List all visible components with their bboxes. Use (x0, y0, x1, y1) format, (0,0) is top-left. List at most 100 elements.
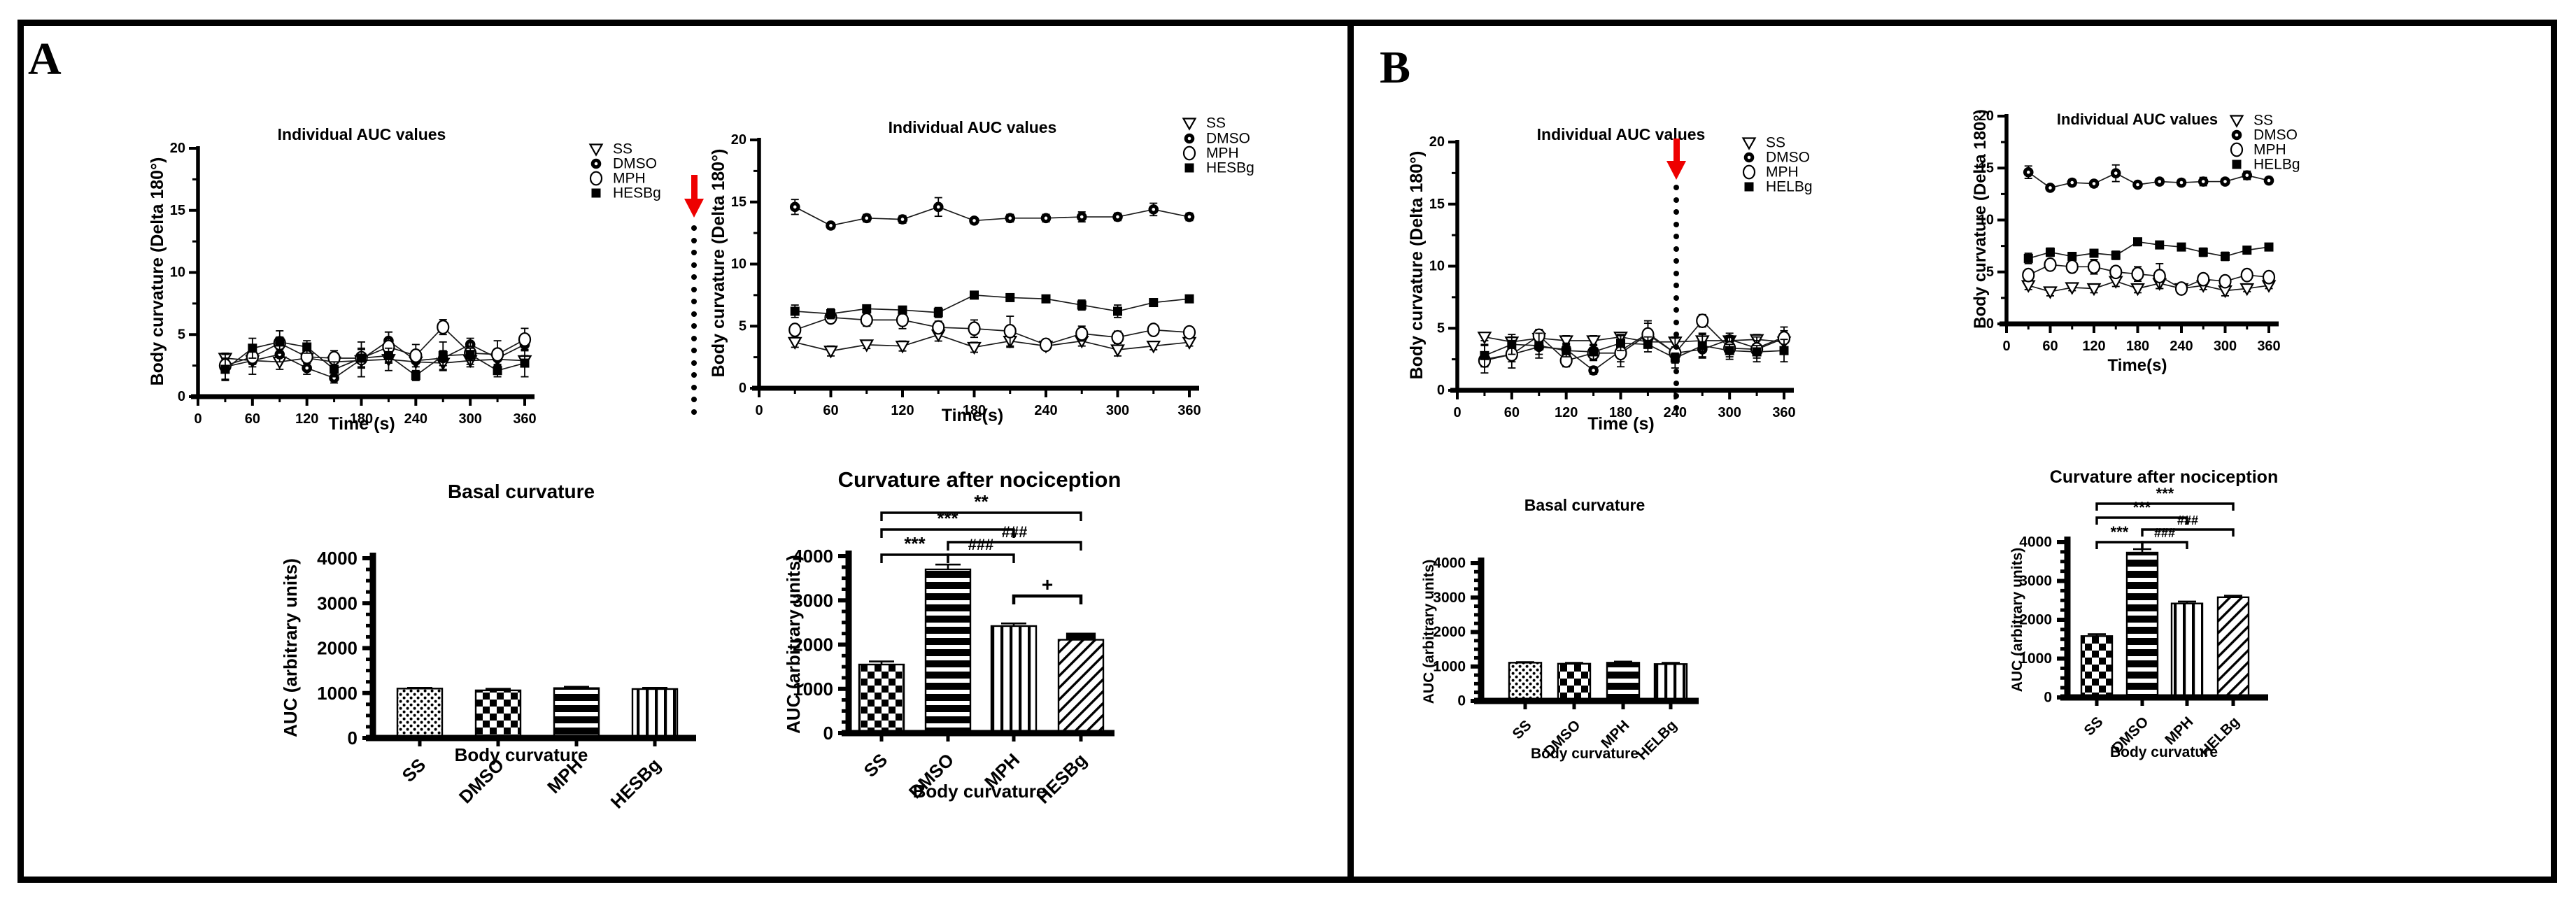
sig-label: ### (968, 536, 994, 553)
legend-label: SS (2253, 113, 2273, 129)
sig-label: ### (2154, 526, 2175, 540)
y-tick-label: 0 (2044, 690, 2052, 706)
legend-label: MPH (1206, 146, 1239, 162)
x-tick-label: 300 (1718, 405, 1741, 420)
sig-label: + (1042, 574, 1053, 595)
x-tick-label: 360 (1772, 405, 1795, 420)
series-HELBg (2023, 237, 2274, 264)
axes: 0 5 10 15 20 0 60 120 180 240 300 360 (170, 141, 537, 427)
divider-dot (1673, 234, 1679, 239)
panel-b-label: B (1380, 42, 1411, 93)
chart-title: Individual AUC values (278, 125, 446, 143)
y-tick-label: 3000 (2019, 573, 2052, 589)
legend-label: SS (613, 141, 632, 157)
divider-dot (691, 323, 697, 329)
sig-bracket-SS-DMSO: *** (880, 533, 949, 563)
y-tick-label: 2000 (1433, 624, 1466, 640)
sig-label: *** (2133, 499, 2151, 516)
nociception-arrow (1673, 139, 1680, 162)
bar-MPH (1606, 660, 1641, 702)
y-axis-label: Body curvature (Delta 180°) (709, 149, 728, 378)
y-tick-label: 10 (1979, 213, 1994, 228)
series-SS (787, 327, 1197, 359)
x-tick-label: 240 (1664, 405, 1687, 420)
x-tick-label: 300 (1106, 403, 1129, 418)
divider-dot (691, 286, 697, 292)
divider-dot (1673, 283, 1679, 288)
divider-dot (1673, 368, 1679, 374)
chart-title: Individual AUC values (889, 118, 1057, 136)
series-DMSO (2023, 164, 2274, 193)
y-axis-label: Body curvature (Delta 180°) (148, 157, 167, 386)
chart-title: Curvature after nociception (838, 467, 1121, 492)
divider-dot (1673, 343, 1679, 350)
category-label: SS (398, 754, 430, 786)
sig-bracket-SS-DMSO: *** (2095, 523, 2144, 549)
chart-title: Basal curvature (448, 481, 595, 502)
x-tick-label: 180 (2126, 339, 2149, 354)
bar-SS (2080, 633, 2114, 699)
series-HESBg (790, 290, 1194, 320)
series-HESBg (220, 330, 530, 381)
category-label: SS (2081, 714, 2106, 739)
nociception-arrow-head (1666, 161, 1686, 180)
divider-dot (1673, 258, 1679, 264)
y-tick-label: 4000 (2019, 534, 2052, 551)
sig-label: *** (2111, 523, 2129, 541)
series-DMSO (789, 197, 1195, 231)
line-chart-a-after-nociception: 0 5 10 15 20 0 60 120 180 240 300 360 SSDMSOMPHHESBg… (709, 115, 1254, 426)
legend-label: DMSO (1206, 131, 1250, 147)
y-tick-label: 0 (1986, 316, 1994, 332)
legend-label: HESBg (613, 185, 661, 201)
chart-title: Individual AUC values (2057, 111, 2218, 128)
x-tick-label: 180 (350, 411, 373, 427)
legend-label: MPH (1766, 164, 1799, 180)
x-tick-label: 240 (404, 411, 427, 427)
y-tick-label: 15 (170, 203, 185, 218)
series-MPH (788, 310, 1196, 353)
divider-dot (1673, 381, 1679, 386)
x-tick-label: 0 (1453, 405, 1461, 420)
nociception-arrow-head (684, 199, 704, 218)
legend-label: DMSO (1766, 150, 1810, 166)
x-tick-label: 360 (1177, 403, 1201, 418)
series-DMSO (220, 331, 530, 384)
y-tick-label: 4000 (1433, 555, 1466, 572)
y-tick-label: 20 (731, 132, 746, 148)
bar-HESBg (631, 687, 679, 739)
legend-label: DMSO (613, 156, 657, 172)
divider-dot (1673, 197, 1679, 203)
divider-dot (1673, 221, 1679, 227)
bar-SS (1508, 661, 1543, 702)
y-axis-label: AUC (arbitrary units) (783, 555, 804, 734)
y-tick-label: 3000 (793, 590, 833, 611)
sig-bracket-SS-HESBg: ** (880, 491, 1082, 521)
x-axis-label: Body curvature (2110, 744, 2218, 760)
y-axis-label: AUC (arbitrary units) (1421, 560, 1437, 704)
x-tick-label: 120 (2082, 339, 2105, 354)
sig-label: *** (2156, 485, 2174, 502)
chart-title: Basal curvature (1524, 496, 1646, 514)
y-axis-label: Body curvature (Delta 180°) (1971, 109, 1990, 329)
sig-bracket-SS-MPH: *** (880, 508, 1015, 538)
divider-dot (691, 360, 697, 366)
x-tick-label: 0 (755, 403, 763, 418)
y-tick-label: 5 (1986, 264, 1994, 280)
y-tick-label: 0 (348, 728, 358, 749)
x-tick-label: 60 (823, 403, 838, 418)
divider-dot (1673, 270, 1679, 276)
y-tick-label: 5 (178, 327, 185, 342)
bar-DMSO (924, 563, 972, 735)
bar-HELBg (2216, 595, 2250, 699)
divider-dot (691, 237, 697, 243)
divider-dot (691, 384, 697, 390)
y-tick-label: 4000 (793, 546, 833, 567)
x-axis-label: Body curvature (1531, 746, 1639, 762)
divider-dot (1673, 319, 1679, 325)
y-tick-label: 2000 (793, 634, 833, 655)
panel-a-label: A (28, 34, 62, 85)
